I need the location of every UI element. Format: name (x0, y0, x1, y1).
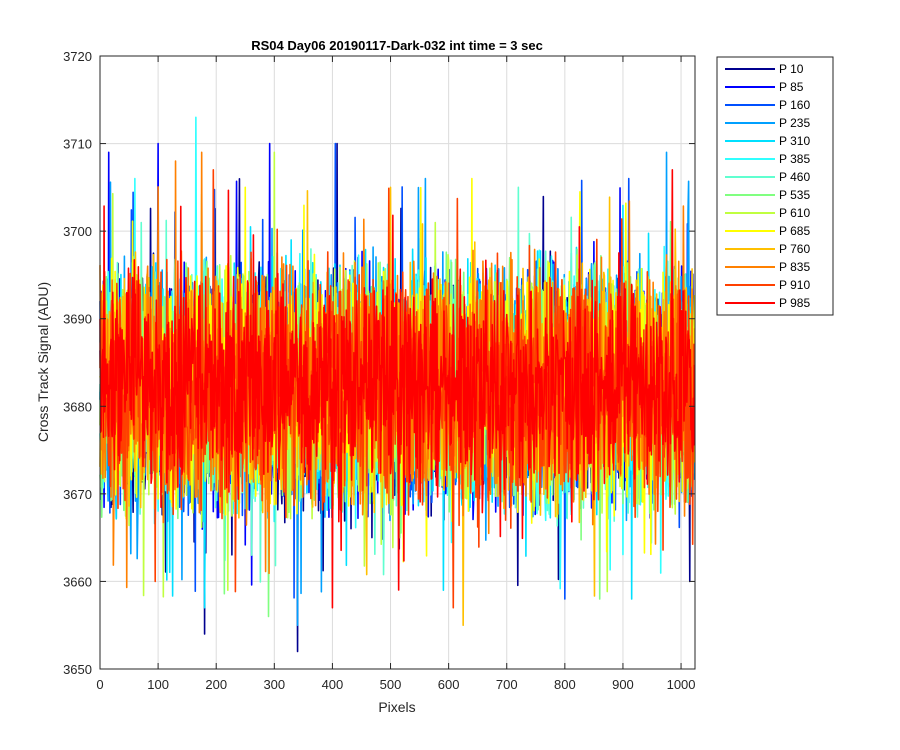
legend-entry-label: P 985 (779, 296, 810, 310)
y-tick-label: 3690 (63, 312, 92, 327)
legend-entry-label: P 610 (779, 206, 810, 220)
y-axis-label: Cross Track Signal (ADU) (35, 282, 51, 442)
x-tick-label: 500 (380, 677, 402, 692)
series-lines (99, 116, 696, 653)
legend-box (716, 56, 834, 316)
legend-entry-label: P 160 (779, 98, 810, 112)
x-tick-label: 900 (612, 677, 634, 692)
x-tick-label: 0 (96, 677, 103, 692)
y-tick-label: 3660 (63, 574, 92, 589)
legend-entry-label: P 460 (779, 170, 810, 184)
chart-title: RS04 Day06 20190117-Dark-032 int time = … (251, 38, 543, 53)
plot-frame (99, 55, 696, 670)
y-tick-label: 3700 (63, 224, 92, 239)
x-tick-label: 800 (554, 677, 576, 692)
legend-entry-label: P 10 (779, 62, 804, 76)
legend-entry-label: P 685 (779, 224, 810, 238)
y-tick-label: 3680 (63, 399, 92, 414)
x-tick-label: 1000 (667, 677, 696, 692)
x-tick-label: 400 (322, 677, 344, 692)
axis-ticks: 0 100 200 300 400 500 600 700 800 900 1000 3650 3660… (63, 49, 695, 692)
y-tick-label: 3710 (63, 137, 92, 152)
x-axis-label: Pixels (378, 699, 415, 715)
legend-entry-label: P 310 (779, 134, 810, 148)
legend-entry-label: P 835 (779, 260, 810, 274)
x-tick-label: 100 (147, 677, 169, 692)
legend-entry-label: P 535 (779, 188, 810, 202)
legend-entry-label: P 760 (779, 242, 810, 256)
legend-entry-label: P 385 (779, 152, 810, 166)
y-tick-label: 3650 (63, 662, 92, 677)
y-tick-label: 3670 (63, 487, 92, 502)
x-tick-label: 200 (205, 677, 227, 692)
series-line-p-985 (99, 169, 696, 609)
legend: P 10 P 85 P 160 P 235 P 310 P 385 P 460 P 535 P … (716, 56, 834, 316)
legend-entry-label: P 910 (779, 278, 810, 292)
y-tick-label: 3720 (63, 49, 92, 64)
x-tick-label: 600 (438, 677, 460, 692)
x-tick-label: 300 (263, 677, 285, 692)
x-tick-label: 700 (496, 677, 518, 692)
legend-entry-label: P 85 (779, 80, 804, 94)
legend-entry-label: P 235 (779, 116, 810, 130)
